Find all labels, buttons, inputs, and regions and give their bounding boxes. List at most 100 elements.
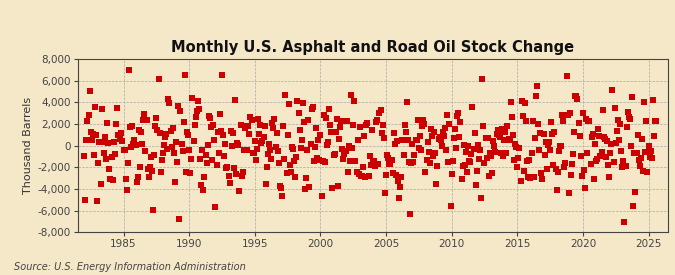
Point (138, 118, 148, 122)
Point (290, 175, 300, 180)
Point (561, 74, 572, 78)
Point (117, 139, 128, 143)
Point (205, 116, 215, 120)
Point (150, 123, 161, 128)
Point (336, 119, 347, 123)
Point (524, 158, 535, 162)
Point (217, 73, 227, 77)
Point (425, 161, 435, 165)
Point (86, 137, 97, 142)
Point (151, 116, 162, 120)
Point (148, 208, 159, 212)
Point (483, 174, 494, 178)
Point (379, 136, 389, 140)
Point (331, 116, 342, 121)
Point (327, 186, 338, 190)
Point (157, 151, 168, 156)
Point (462, 170, 472, 174)
Point (264, 141, 275, 146)
Point (238, 148, 249, 152)
Point (273, 148, 284, 153)
Point (428, 153, 439, 158)
Point (397, 138, 408, 142)
Point (632, 133, 643, 137)
Point (479, 161, 490, 165)
Point (234, 189, 245, 193)
Point (278, 124, 289, 128)
Point (589, 142, 600, 147)
Point (80, 198, 90, 202)
Point (618, 159, 629, 164)
Point (448, 159, 458, 163)
Point (450, 127, 460, 131)
Point (517, 114, 528, 118)
Point (231, 172, 242, 177)
Point (407, 142, 418, 146)
Point (246, 118, 257, 122)
Point (633, 158, 644, 163)
Point (512, 165, 522, 169)
Point (433, 137, 444, 141)
Point (556, 144, 566, 148)
Point (108, 140, 119, 144)
Point (497, 127, 508, 131)
Point (267, 120, 277, 125)
Point (532, 84, 543, 89)
Point (628, 204, 639, 208)
Point (608, 160, 619, 164)
Point (304, 185, 315, 189)
Point (238, 170, 248, 175)
Point (342, 119, 352, 123)
Point (446, 172, 457, 176)
Point (597, 108, 608, 112)
Point (97, 140, 108, 144)
Point (91, 133, 102, 137)
Point (307, 105, 318, 109)
Title: Monthly U.S. Asphalt and Road Oil Stock Change: Monthly U.S. Asphalt and Road Oil Stock … (171, 40, 574, 55)
Point (603, 175, 614, 179)
Point (248, 151, 259, 155)
Point (578, 168, 589, 172)
Point (197, 148, 208, 153)
Point (321, 116, 331, 120)
Point (607, 87, 618, 92)
Point (506, 99, 516, 104)
Point (603, 162, 614, 167)
Point (502, 124, 513, 128)
Point (601, 139, 612, 143)
Point (599, 137, 610, 141)
Point (361, 123, 372, 127)
Point (431, 182, 441, 186)
Point (416, 147, 427, 152)
Point (554, 149, 564, 153)
Point (437, 129, 448, 134)
Point (282, 133, 293, 137)
Point (146, 169, 157, 173)
Point (439, 134, 450, 138)
Point (538, 132, 549, 136)
Point (615, 122, 626, 126)
Point (580, 186, 591, 191)
Point (213, 150, 224, 155)
Point (233, 143, 244, 147)
Point (232, 141, 243, 145)
Point (291, 155, 302, 159)
Point (275, 183, 286, 188)
Point (555, 144, 566, 148)
Point (124, 68, 134, 72)
Point (226, 144, 237, 148)
Point (405, 211, 416, 216)
Point (95, 182, 106, 186)
Point (464, 159, 475, 163)
Point (454, 135, 465, 139)
Point (244, 131, 254, 136)
Point (637, 137, 647, 141)
Point (643, 144, 654, 148)
Point (111, 122, 122, 126)
Point (141, 118, 152, 122)
Point (559, 165, 570, 169)
Point (547, 132, 558, 136)
Point (346, 93, 356, 98)
Point (587, 132, 598, 136)
Point (468, 147, 479, 151)
